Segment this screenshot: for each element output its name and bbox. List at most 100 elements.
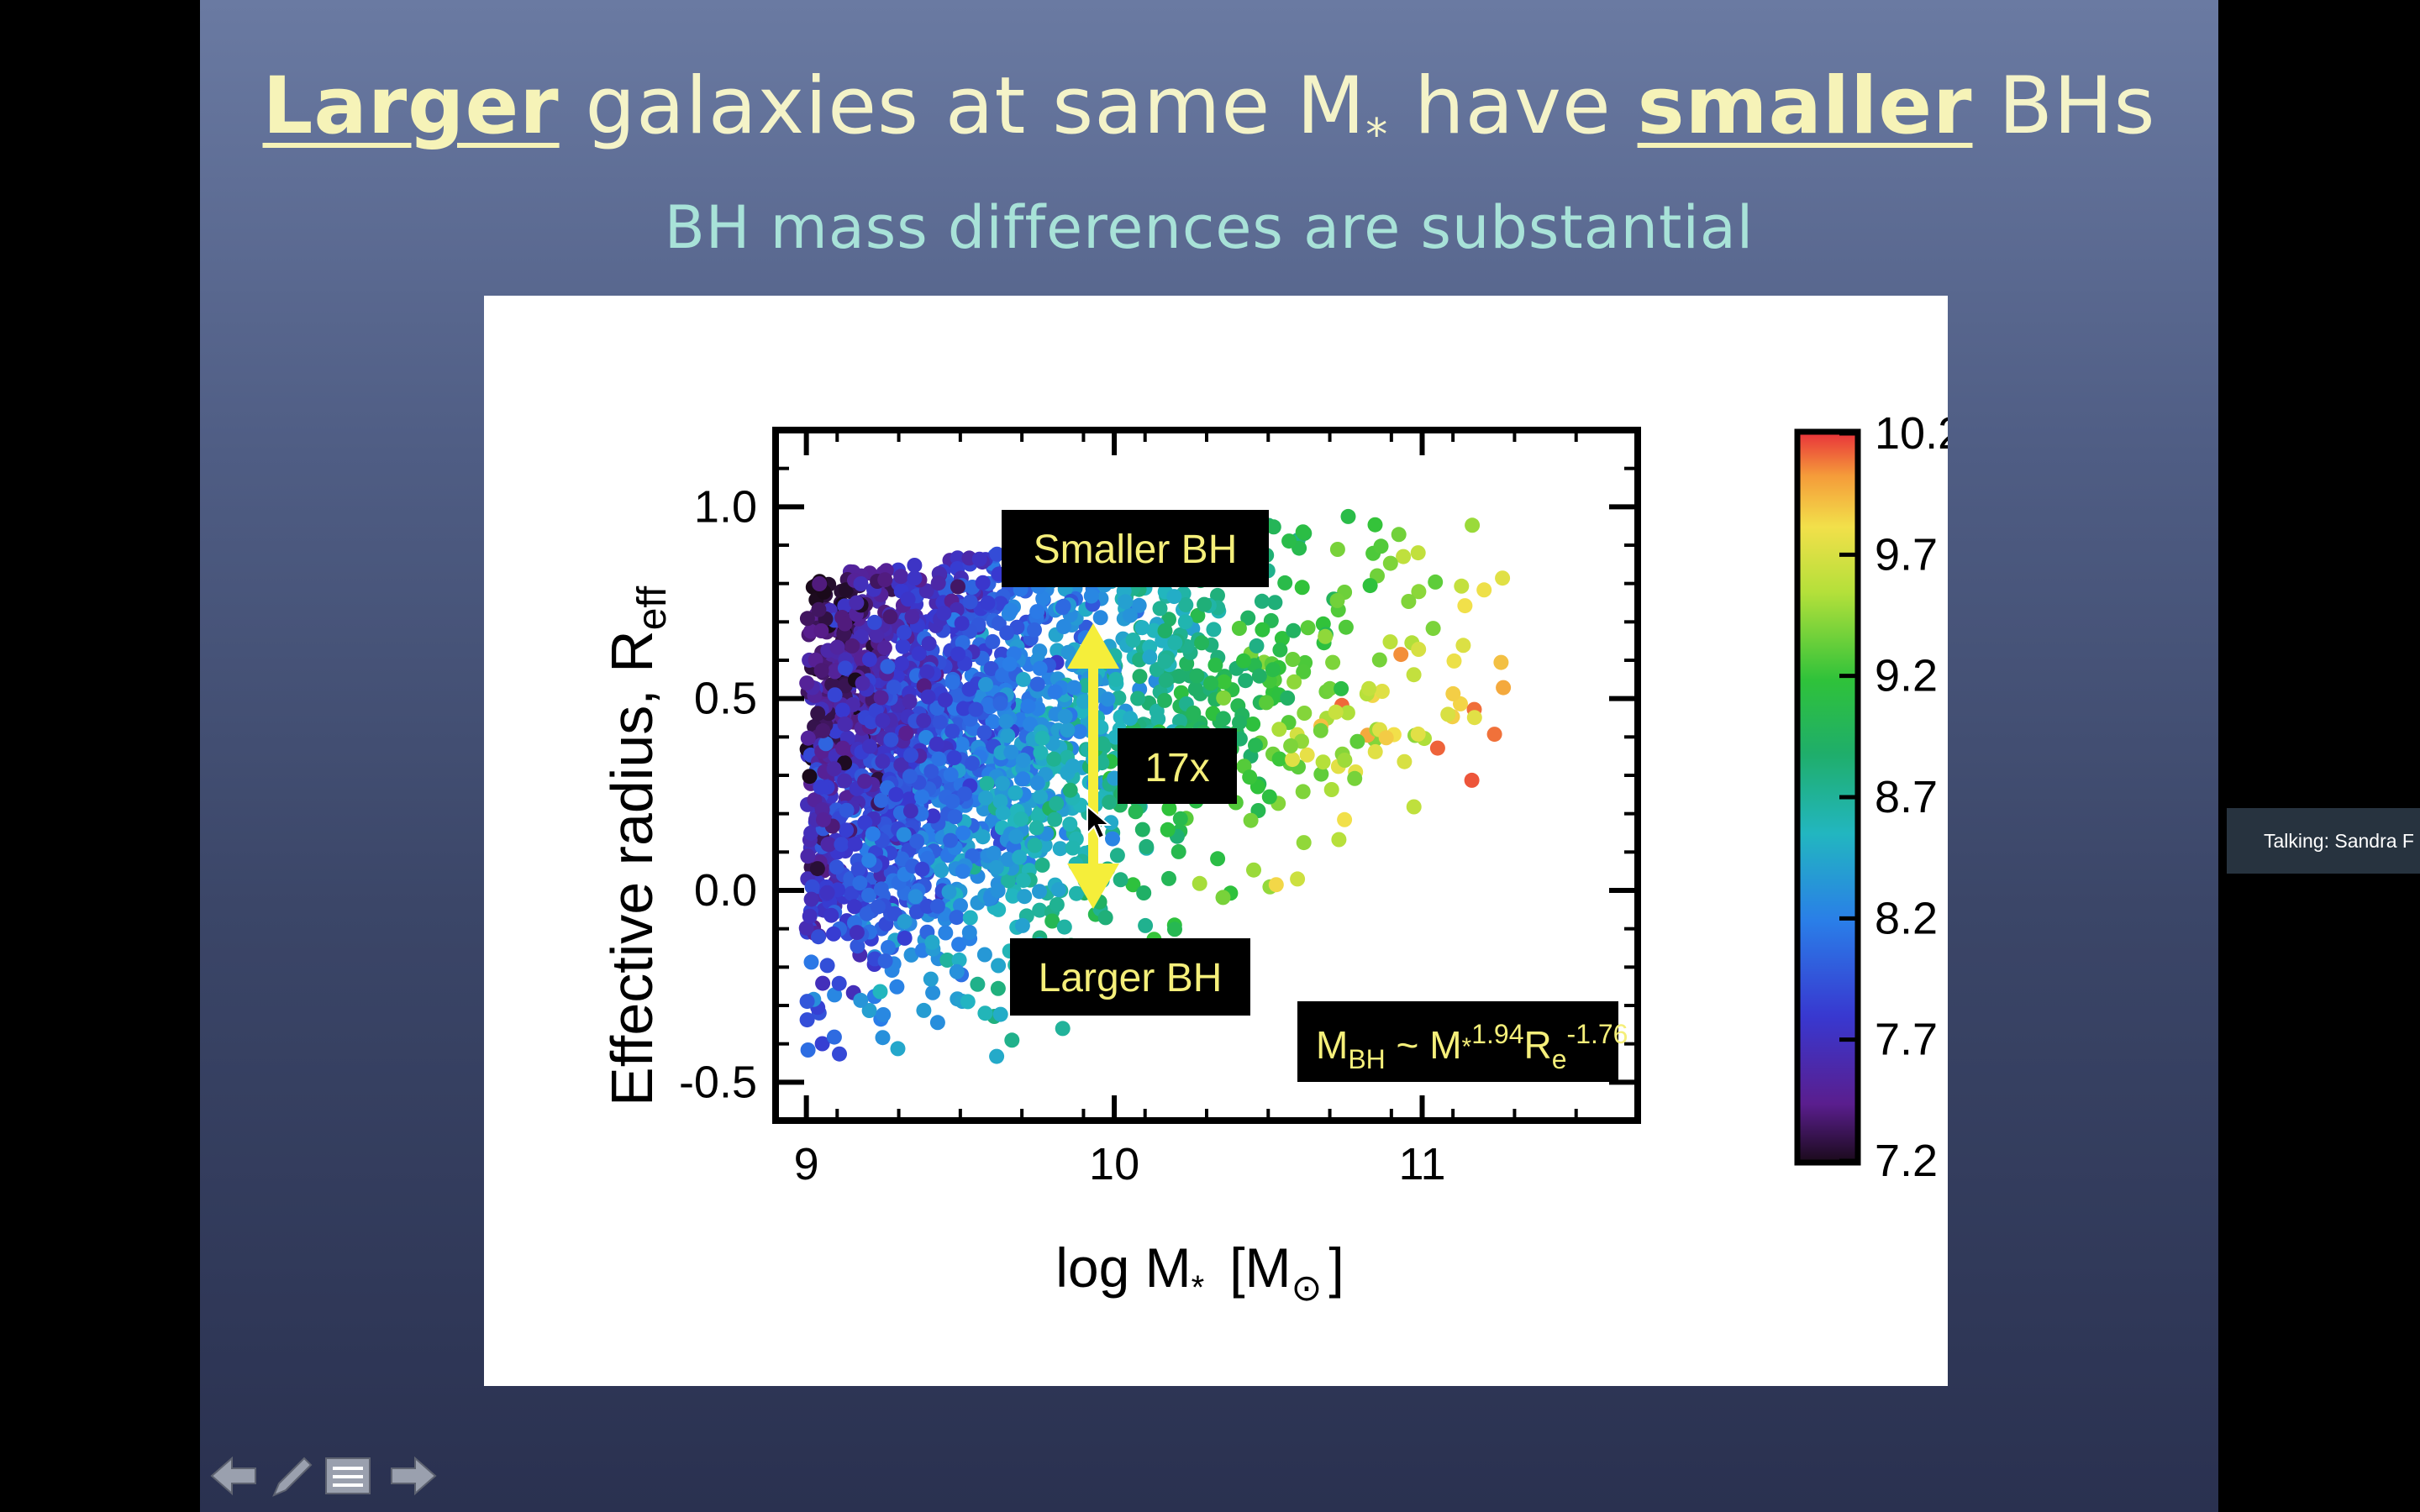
scatter-point [951,952,967,968]
scatter-point [873,881,889,897]
scatter-point [911,646,927,662]
scatter-point [1092,610,1108,626]
scatter-point [1105,831,1120,847]
prev-arrow-icon[interactable] [208,1453,259,1499]
scatter-point [1095,736,1111,752]
scatter-point [950,550,965,566]
scatter-point [1254,593,1270,609]
scatter-point [1455,638,1471,654]
scatter-point [821,837,837,853]
scatter-point [875,753,891,769]
scatter-point [1382,555,1398,571]
colorbar-tick-label: 7.7 [1875,1015,1938,1065]
scatter-point [939,953,955,968]
scatter-point [907,570,923,586]
scatter-point [811,929,826,945]
next-arrow-icon[interactable] [388,1453,439,1499]
scatter-point [886,680,902,696]
scatter-point [1297,706,1313,721]
scatter-point [826,1029,842,1045]
y-tick-label: 1.0 [694,481,757,532]
scatter-point [1236,653,1251,669]
scatter-point [1047,811,1063,827]
scatter-point [1272,642,1288,658]
scatter-point [943,767,959,783]
scatter-point [1295,784,1311,800]
scatter-point [1349,733,1365,749]
slide-subtitle: BH mass differences are substantial [664,193,1754,262]
scatter-point [1340,508,1356,524]
scatter-point [839,802,855,818]
label-larger-bh: Larger BH [1010,938,1250,1016]
scatter-point [829,639,845,655]
scatter-point [850,861,866,877]
scatter-point [975,575,991,591]
scatter-point [1055,598,1071,614]
scatter-point [1097,910,1113,926]
scatter-point [1410,545,1426,561]
scatter-point [1047,684,1063,700]
scatter-point [800,1042,816,1058]
scatter-point [861,652,877,667]
scatter-point [1146,622,1162,638]
scatter-point [909,833,925,849]
scatter-point [949,910,965,926]
scatter-point [983,661,999,676]
scatter-point [1004,1032,1020,1048]
scatter-point [1493,654,1509,670]
scatter-point [896,827,912,843]
scatter-point [1029,775,1045,791]
scatter-point [813,623,829,638]
scatter-point [1161,612,1176,627]
scatter-point [955,864,971,879]
scatter-point [965,755,981,771]
scatter-point [961,681,977,697]
scatter-point [1134,822,1150,837]
scatter-point [1396,549,1412,564]
scatter-point [900,591,916,607]
scatter-point [834,702,850,718]
scatter-point [934,863,950,879]
scatter-point [1123,711,1139,727]
x-tick-label: 10 [1089,1139,1139,1189]
scatter-point [1032,884,1047,900]
scatter-point [962,910,978,926]
scatter-point [1286,674,1302,690]
scatter-point [866,614,882,630]
pen-icon[interactable] [267,1453,318,1499]
scatter-point [989,1048,1005,1064]
scatter-point [799,994,815,1010]
scatter-point [1049,896,1065,912]
scatter-point [947,809,963,825]
scatter-point [1128,804,1144,820]
scatter-point [1178,597,1194,613]
scatter-point [1000,727,1016,743]
scatter-point [916,712,932,728]
scatter-point [831,975,847,991]
scatter-point [991,958,1007,974]
scatter-point [970,976,986,992]
scatter-point [849,925,865,941]
scatter-point [837,616,853,632]
scatter-point [998,713,1014,729]
scatter-point [1171,669,1187,684]
scatter-point [1015,753,1031,768]
scatter-point [918,583,934,599]
scatter-point [1056,919,1072,935]
scatter-point [813,780,829,795]
menu-icon[interactable] [323,1453,373,1499]
scatter-point [812,576,828,591]
svg-text:Larger BH: Larger BH [1039,956,1223,1000]
scatter-point [857,815,873,831]
scatter-point [847,836,863,852]
title-larger: Larger [262,60,560,152]
scatter-point [925,984,941,1000]
scatter-point [1027,837,1043,853]
label-17x: 17x [1118,728,1237,804]
scatter-point [1002,656,1018,672]
scatter-point [1339,705,1355,721]
scatter-point [897,914,913,929]
scatter-point [1005,888,1021,904]
scatter-point [799,1012,815,1028]
scatter-point [1246,862,1261,878]
